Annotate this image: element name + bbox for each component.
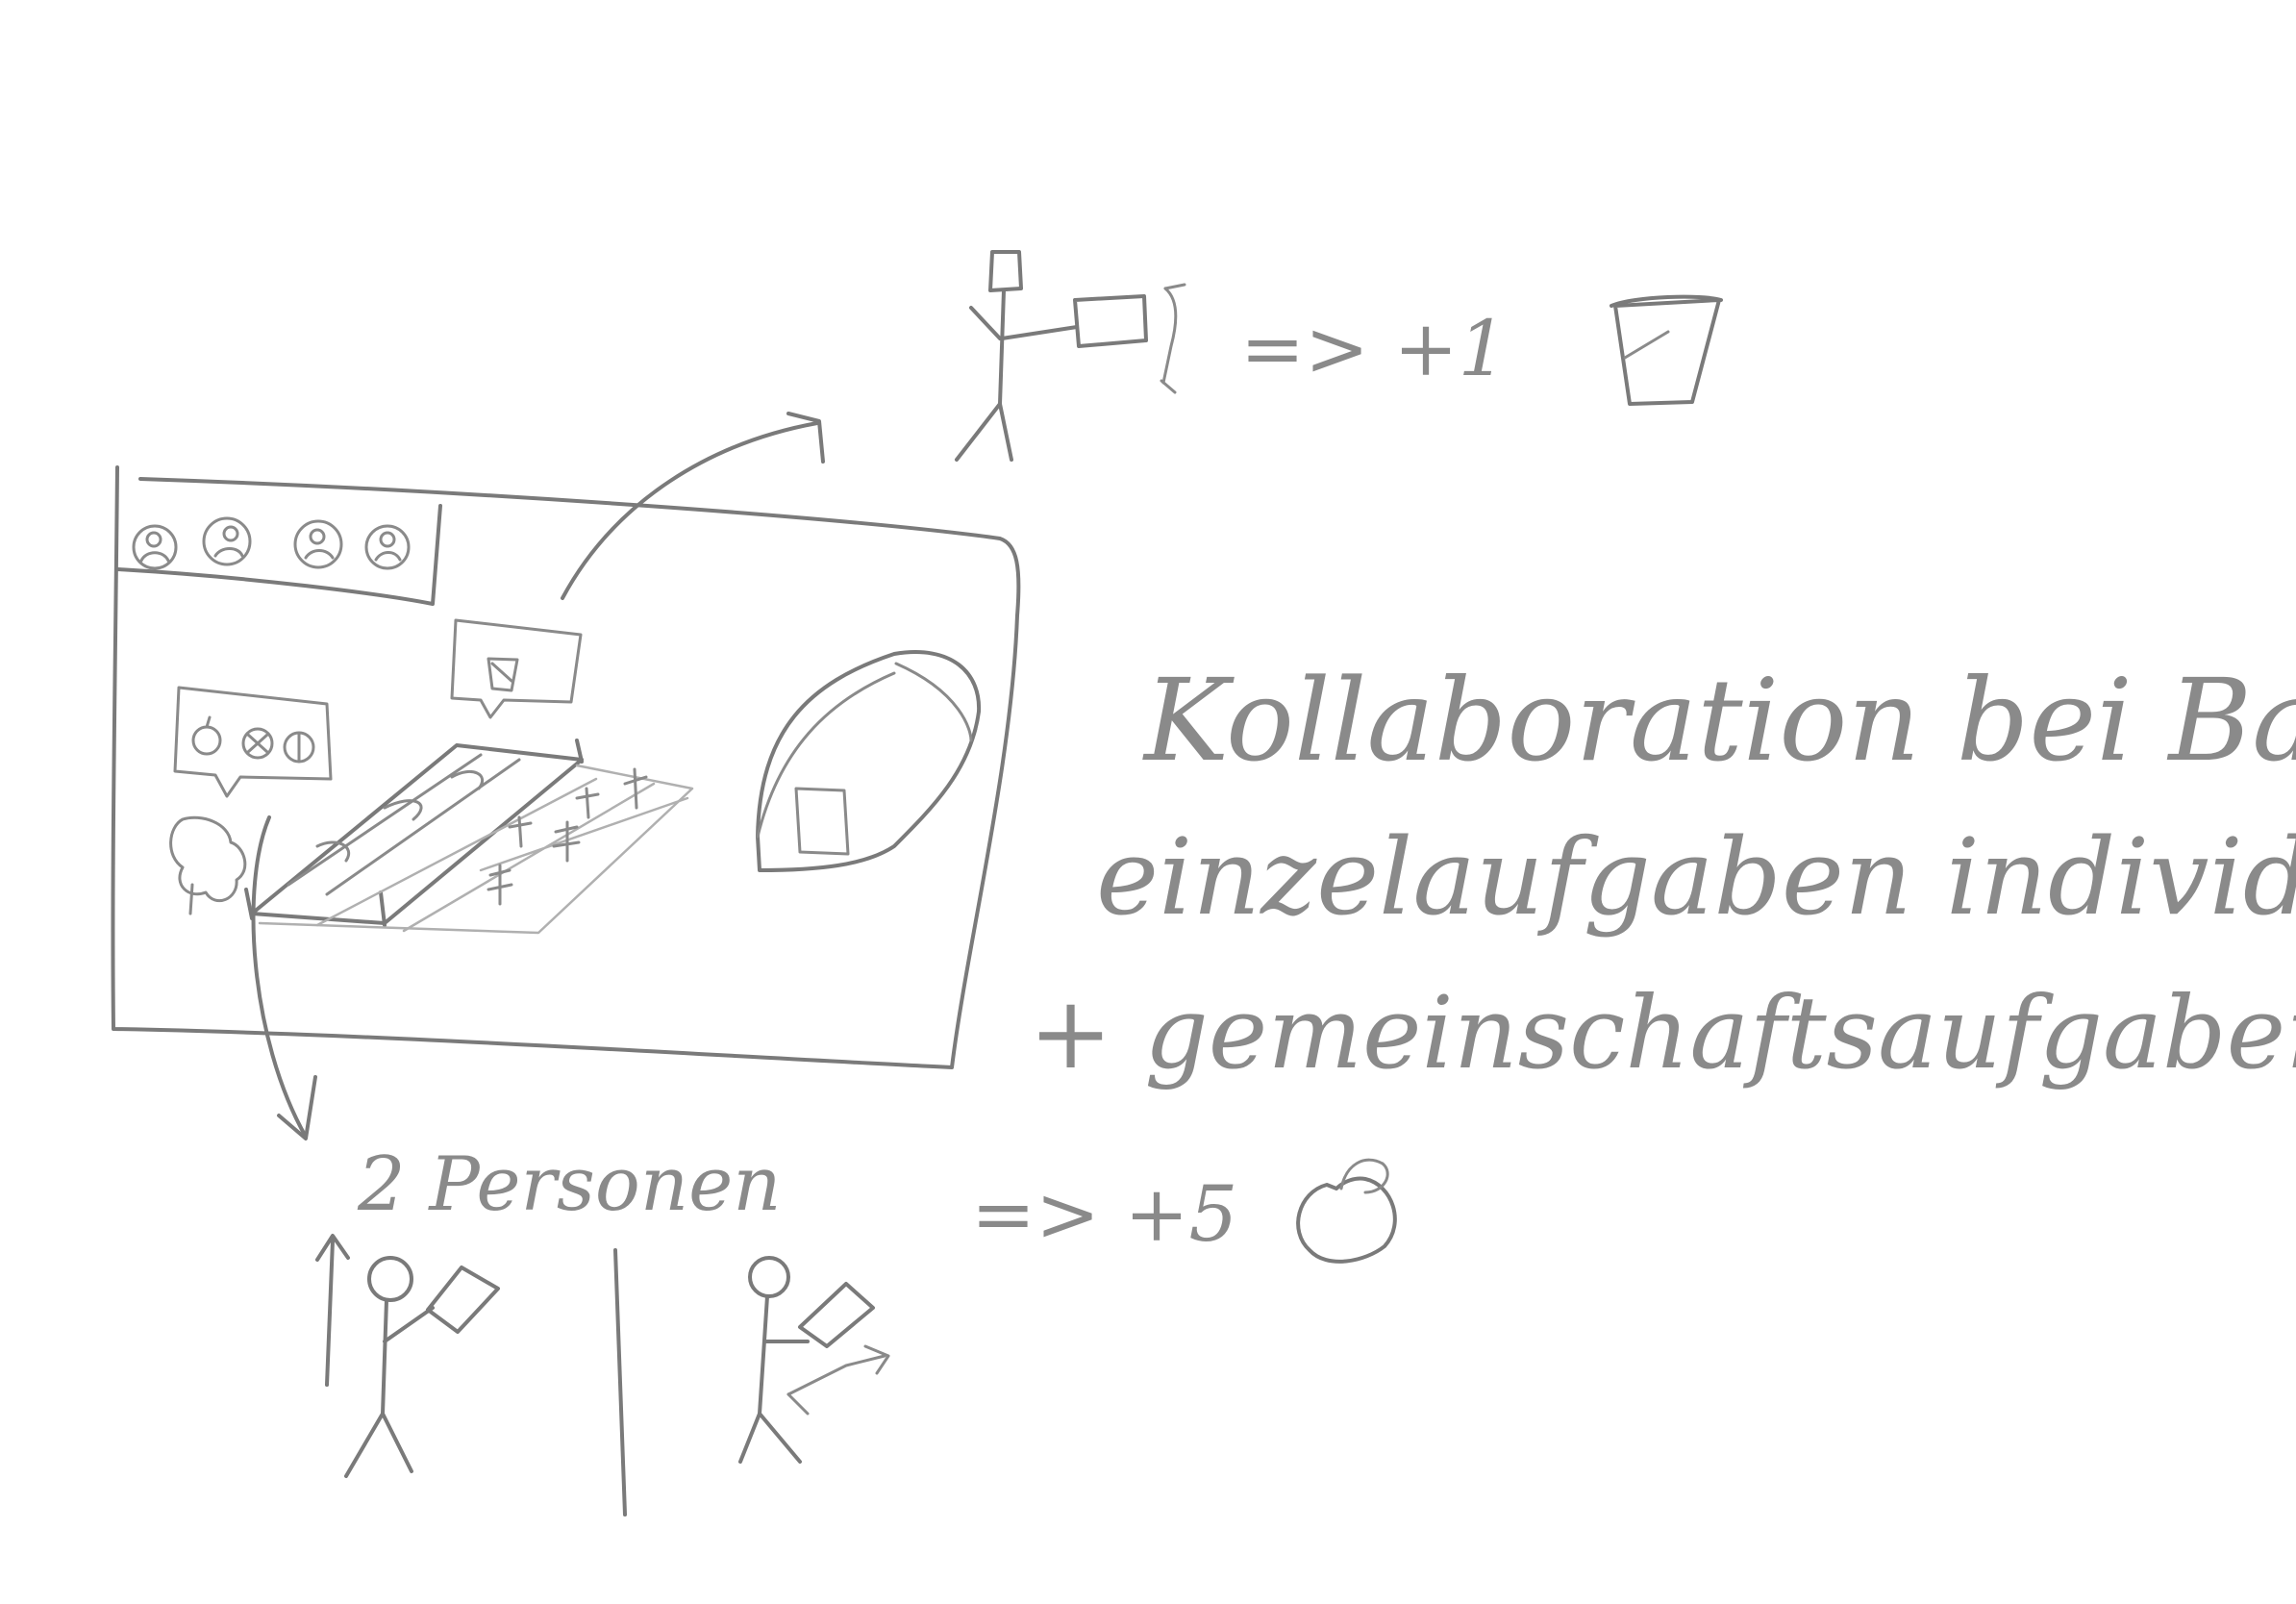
player-avatar-panel (115, 504, 442, 606)
divider-line (613, 1248, 627, 1516)
bucket-icon (1610, 294, 1723, 406)
arrow-to-group-task (251, 815, 317, 1140)
apple-tree-icon (169, 686, 333, 915)
person-one-icon (315, 1234, 500, 1478)
crop-field-icon (244, 739, 694, 935)
greenhouse-icon (756, 650, 982, 872)
group-task-result: => +5 (971, 1169, 1237, 1259)
notes: Kollaboration bei Bauernhof einzelaufgab… (1029, 654, 2296, 1091)
avatar-icon (202, 516, 252, 566)
group-task: 2 Personen => +5 (315, 1141, 1397, 1516)
apple-icon (1296, 1158, 1397, 1264)
bucket-bubble (450, 618, 583, 719)
arrow-to-individual-task (561, 412, 825, 600)
notes-title: Kollaboration bei Bauernhof (1142, 654, 2296, 787)
avatar-icon (132, 524, 178, 570)
notes-line-community: + gemeinschaftsaufgaben (1029, 974, 2296, 1091)
person-two-icon (738, 1256, 890, 1464)
notes-line-individual: einzelaufgaben individuell (1096, 815, 2296, 939)
individual-task-result: => +1 (1240, 304, 1507, 393)
stick-figure-icon (955, 250, 1186, 462)
avatar-icon (364, 524, 411, 570)
individual-task: => +1 (955, 250, 1723, 462)
avatar-icon (293, 519, 343, 569)
farm-game-screen (111, 465, 1021, 1069)
group-task-persons: 2 Personen (357, 1141, 781, 1228)
